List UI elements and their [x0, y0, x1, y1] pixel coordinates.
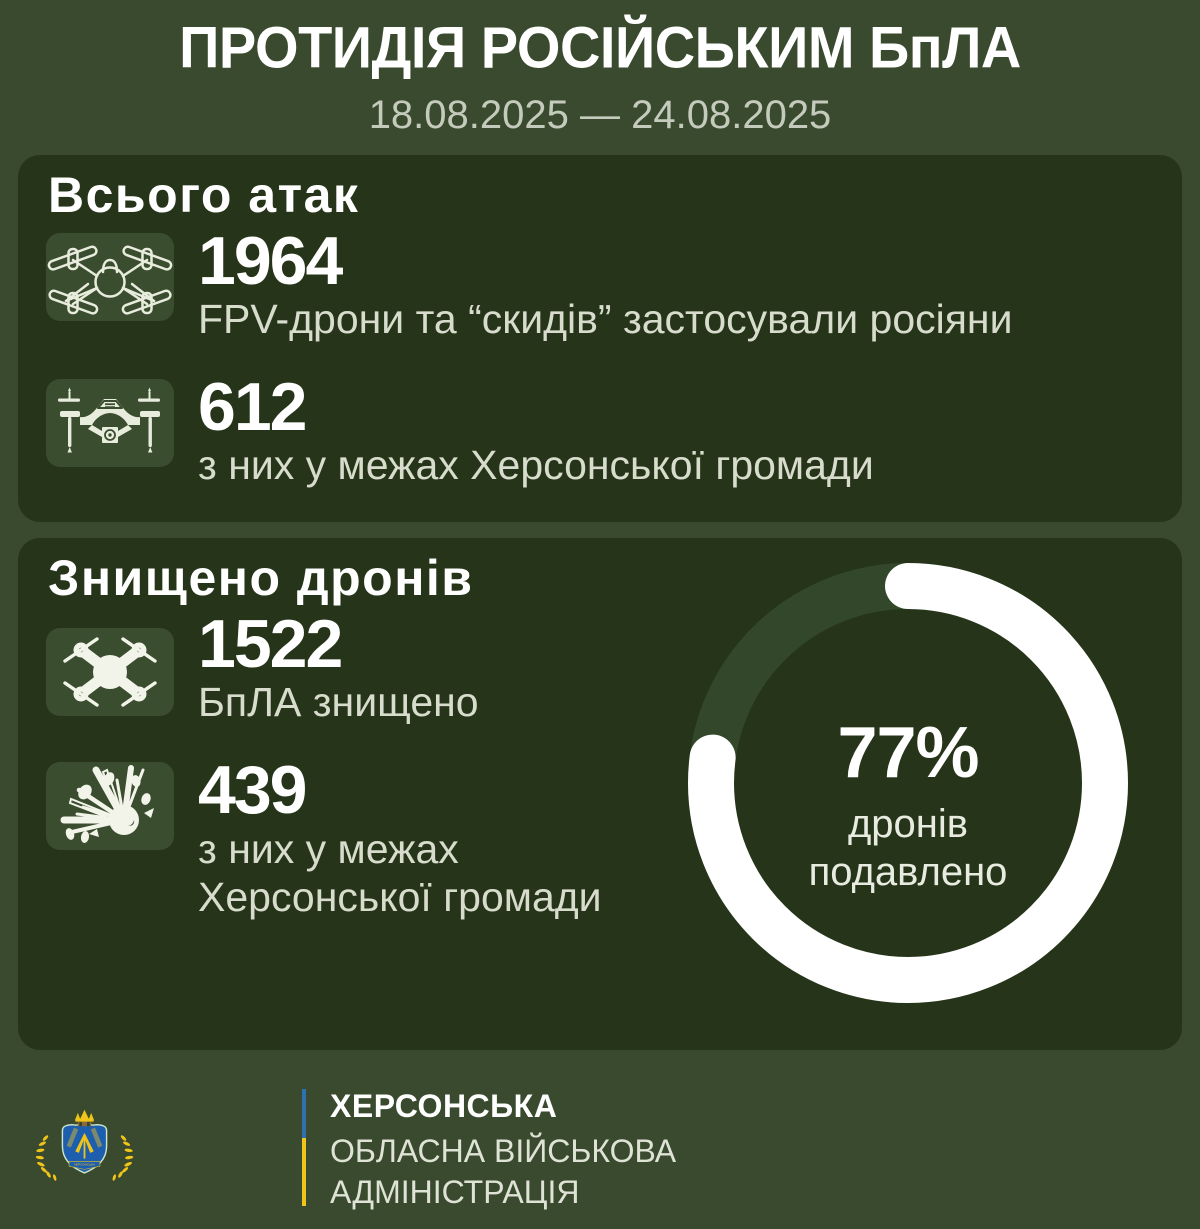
svg-text:ХЕРСОНСЬКА: ХЕРСОНСЬКА — [74, 1162, 96, 1166]
